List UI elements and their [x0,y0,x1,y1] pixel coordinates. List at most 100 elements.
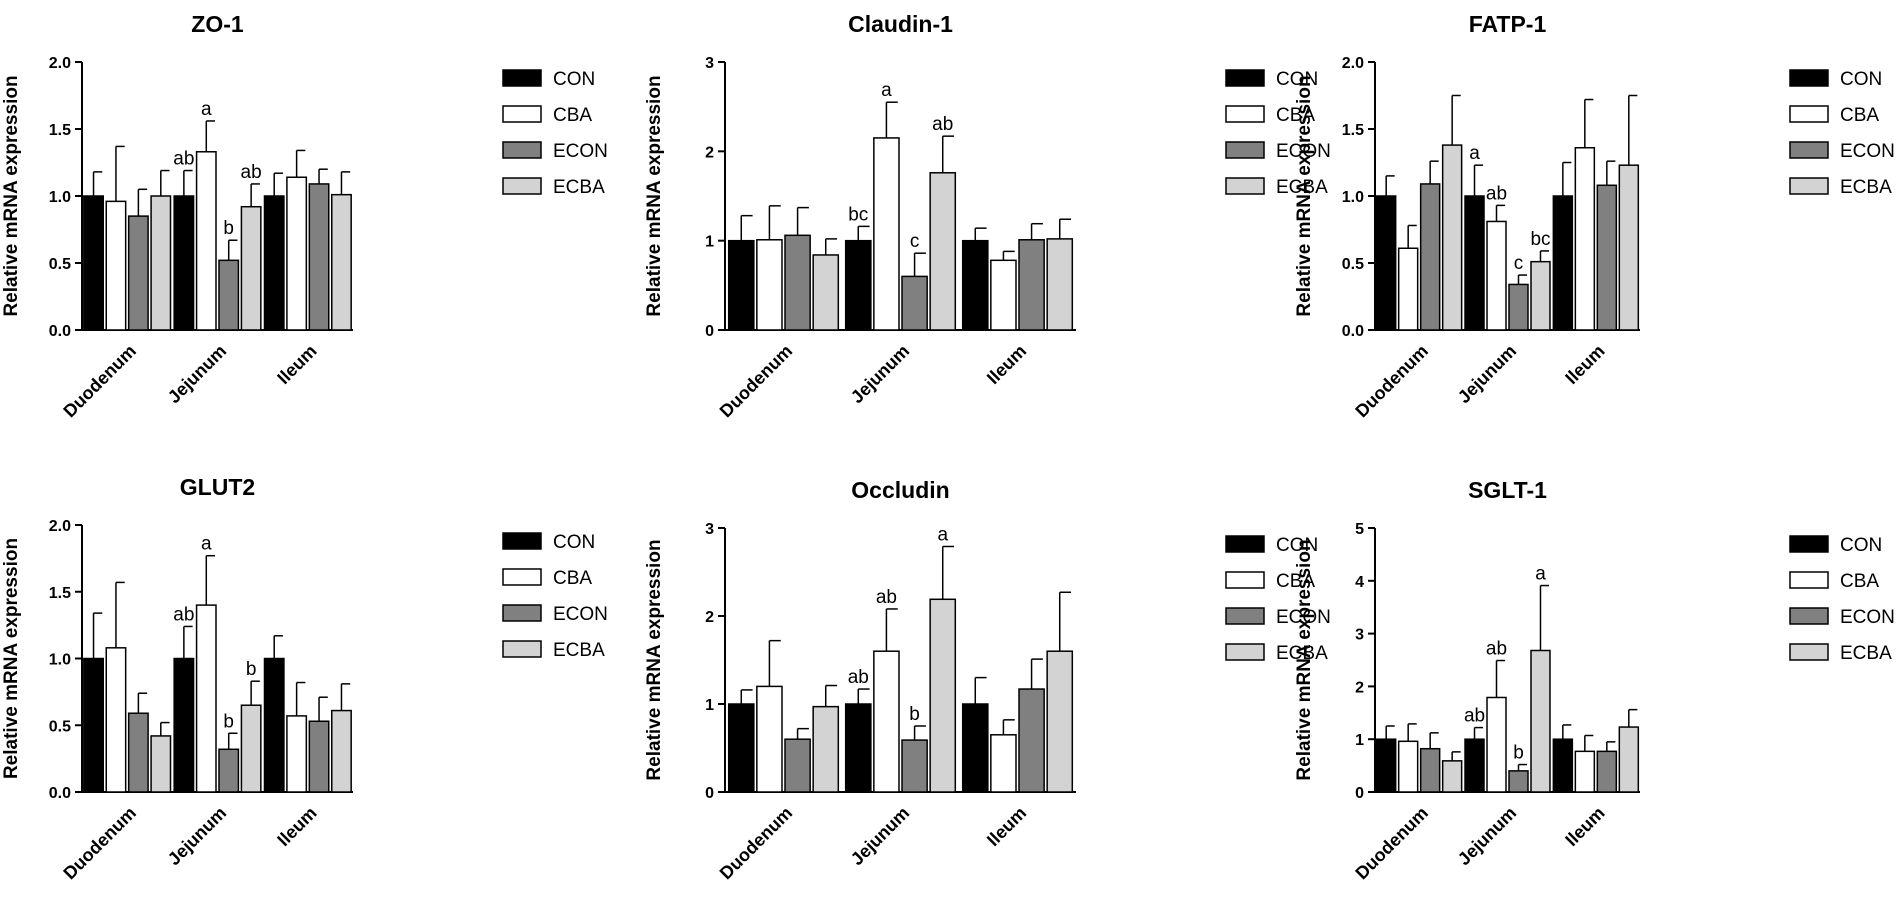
bar-ecba-jejunum [1530,260,1551,331]
significance-label: ab [932,114,953,135]
bar-cba-duodenum [756,685,783,793]
y-axis-label: Relative mRNA expression [1294,75,1315,316]
y-tick-label: 5 [1355,521,1364,538]
legend-swatch-con [502,532,542,550]
y-tick-label: 1.0 [49,652,71,669]
bar-ecba-duodenum [150,195,172,331]
y-tick-label: 1 [705,697,714,714]
y-tick-label: 0 [1355,785,1364,802]
x-tick-label: Jejunum [164,341,230,407]
y-tick-label: 1.0 [49,189,71,206]
significance-label: b [223,218,234,239]
bar-con-ileum [263,657,285,793]
x-tick-label: Duodenum [59,341,140,422]
bar-cba-duodenum [105,647,127,793]
legend-label-con: CON [1276,535,1318,556]
x-tick-label: Duodenum [1351,803,1432,884]
bar-cba-ileum [286,715,308,793]
y-tick-label: 0.0 [49,785,71,802]
chart-title: Claudin-1 [848,11,953,37]
x-tick-label: Duodenum [716,803,797,884]
x-tick-label: Duodenum [1351,341,1432,422]
bar-econ-ileum [1596,184,1618,331]
y-tick-label: 2 [1355,679,1364,696]
legend-label-econ: ECON [1276,141,1331,162]
y-tick-label: 0.5 [49,256,71,273]
bar-econ-ileum [1596,750,1618,793]
bar-ecba-ileum [1046,650,1074,793]
legend-swatch-econ [1789,607,1829,625]
bar-econ-jejunum [1508,283,1529,331]
bar-econ-duodenum [784,738,811,793]
significance-label: ab [173,149,194,170]
bar-cba-ileum [1574,147,1596,331]
legend-label-cba: CBA [553,105,592,126]
bar-econ-duodenum [127,712,149,793]
legend-label-econ: ECON [1840,141,1895,162]
bar-con-jejunum [1464,195,1485,331]
bar-econ-ileum [1018,239,1045,331]
chart-panel-3: GLUT2 Relative mRNA expression 0.0 0.5 1.0 1.… [1,474,608,883]
x-tick-label: Duodenum [59,803,140,884]
bar-con-jejunum [844,703,872,793]
y-axis-label: Relative mRNA expression [644,539,665,780]
legend-swatch-cba [1225,105,1265,123]
legend-label-cba: CBA [553,568,592,589]
chart-title: Occludin [851,477,949,503]
chart-panel-1: Claudin-1 Relative mRNA expression 0 1 2 3 Duo… [644,11,1331,421]
bar-con-duodenum [1375,738,1397,793]
y-tick-label: 0.0 [49,323,71,340]
bar-con-ileum [1552,738,1574,793]
bar-econ-jejunum [218,259,240,331]
legend-swatch-cba [1789,105,1829,123]
legend-swatch-econ [502,141,542,159]
significance-label: ab [173,604,194,625]
bar-cba-duodenum [756,239,783,331]
legend-label-con: CON [1840,535,1882,556]
y-axis-label: Relative mRNA expression [644,75,665,316]
bar-con-duodenum [727,703,755,793]
significance-label: ab [1486,639,1507,660]
significance-label: bc [1530,229,1550,250]
bar-cba-jejunum [1486,220,1507,331]
chart-panel-4: Occludin Relative mRNA expression 0 1 2 3 Duod… [644,477,1331,883]
legend-label-cba: CBA [1840,571,1879,592]
bar-ecba-duodenum [812,705,840,793]
significance-label: a [1469,143,1480,164]
legend-label-econ: ECON [1840,607,1895,628]
legend-label-con: CON [553,69,595,90]
bar-cba-ileum [990,259,1017,331]
bar-econ-ileum [308,183,330,331]
bar-con-ileum [961,239,989,331]
bar-con-jejunum [173,657,195,793]
y-axis-label: Relative mRNA expression [1,538,22,779]
legend-swatch-ecba [502,177,542,195]
significance-label: b [223,711,234,732]
bar-ecba-jejunum [240,704,262,793]
bar-econ-jejunum [901,739,928,793]
bar-econ-ileum [1018,688,1045,793]
bar-con-jejunum [844,239,872,331]
bar-ecba-ileum [331,709,352,793]
bar-econ-jejunum [218,748,240,793]
significance-label: c [910,231,920,252]
bar-ecba-duodenum [150,735,172,793]
legend-swatch-econ [502,604,542,622]
y-tick-label: 2 [705,609,714,626]
legend-label-ecba: ECBA [553,177,605,198]
x-tick-label: Jejunum [164,803,230,869]
legend-swatch-cba [1225,571,1265,589]
bar-cba-jejunum [195,151,217,331]
bar-ecba-duodenum [1441,760,1463,793]
chart-title: ZO-1 [191,11,244,37]
legend-swatch-econ [1225,607,1265,625]
significance-label: ab [241,162,262,183]
bar-cba-jejunum [873,650,900,793]
legend-swatch-con [1789,69,1829,87]
legend-label-con: CON [1840,69,1882,90]
y-tick-label: 3 [1355,627,1364,644]
x-tick-label: Ileum [1561,803,1608,850]
significance-label: ab [876,587,897,608]
bar-econ-duodenum [1419,183,1441,331]
